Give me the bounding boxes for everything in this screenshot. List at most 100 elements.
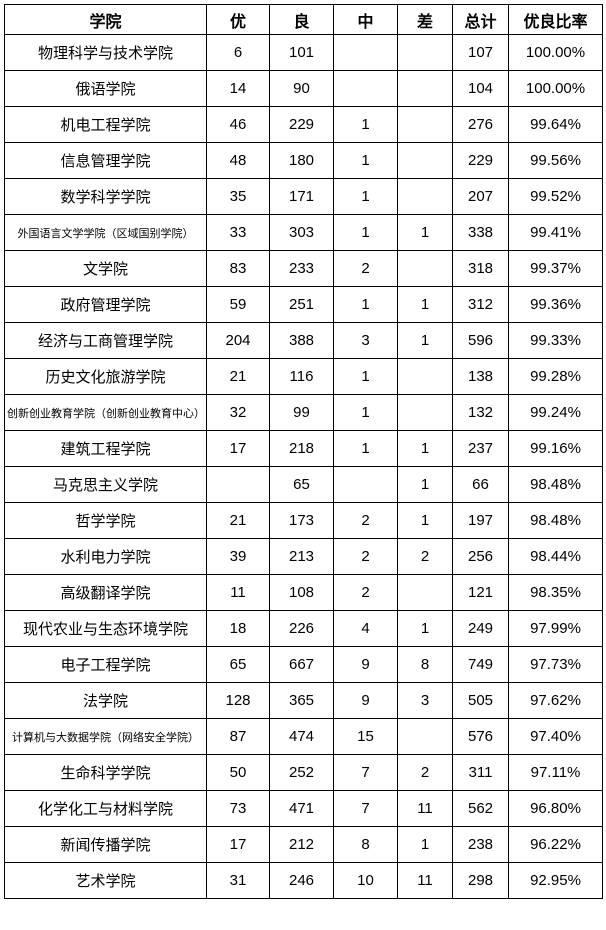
college-name-cell: 马克思主义学院	[4, 466, 207, 503]
good-cell: 388	[269, 322, 334, 359]
medium-cell: 2	[333, 250, 398, 287]
good-cell: 213	[269, 538, 334, 575]
table-row: 建筑工程学院 17 218 1 1 237 99.16%	[4, 430, 603, 467]
college-name-cell: 哲学学院	[4, 502, 207, 539]
good-cell: 251	[269, 286, 334, 323]
good-cell: 218	[269, 430, 334, 467]
poor-cell: 3	[397, 682, 453, 719]
total-cell: 749	[452, 646, 509, 683]
column-header-medium: 中	[333, 4, 398, 35]
medium-cell: 1	[333, 214, 398, 251]
medium-cell: 10	[333, 862, 398, 899]
medium-cell: 2	[333, 502, 398, 539]
medium-cell: 3	[333, 322, 398, 359]
poor-cell: 2	[397, 754, 453, 791]
excellent-cell: 87	[206, 718, 270, 755]
total-cell: 596	[452, 322, 509, 359]
ratio-cell: 99.28%	[508, 358, 603, 395]
college-name-cell: 新闻传播学院	[4, 826, 207, 863]
excellent-cell: 32	[206, 394, 270, 431]
excellent-cell: 17	[206, 430, 270, 467]
medium-cell: 9	[333, 646, 398, 683]
good-cell: 226	[269, 610, 334, 647]
total-cell: 505	[452, 682, 509, 719]
college-name-cell: 现代农业与生态环境学院	[4, 610, 207, 647]
good-cell: 252	[269, 754, 334, 791]
excellent-cell	[206, 466, 270, 503]
total-cell: 138	[452, 358, 509, 395]
table-row: 外国语言文学学院（区域国别学院） 33 303 1 1 338 99.41%	[4, 214, 603, 251]
table-row: 水利电力学院 39 213 2 2 256 98.44%	[4, 538, 603, 575]
excellent-cell: 59	[206, 286, 270, 323]
college-name-cell: 物理科学与技术学院	[4, 34, 207, 71]
ratio-cell: 97.11%	[508, 754, 603, 791]
total-cell: 197	[452, 502, 509, 539]
total-cell: 311	[452, 754, 509, 791]
ratio-cell: 99.37%	[508, 250, 603, 287]
good-cell: 212	[269, 826, 334, 863]
excellent-cell: 21	[206, 358, 270, 395]
total-cell: 312	[452, 286, 509, 323]
poor-cell: 1	[397, 214, 453, 251]
medium-cell: 2	[333, 574, 398, 611]
column-header-poor: 差	[397, 4, 453, 35]
poor-cell	[397, 70, 453, 107]
total-cell: 238	[452, 826, 509, 863]
ratio-cell: 96.80%	[508, 790, 603, 827]
poor-cell: 1	[397, 430, 453, 467]
poor-cell: 1	[397, 502, 453, 539]
poor-cell: 1	[397, 826, 453, 863]
total-cell: 576	[452, 718, 509, 755]
excellent-cell: 65	[206, 646, 270, 683]
excellent-cell: 50	[206, 754, 270, 791]
total-cell: 562	[452, 790, 509, 827]
ratio-cell: 100.00%	[508, 70, 603, 107]
ratio-cell: 99.56%	[508, 142, 603, 179]
total-cell: 276	[452, 106, 509, 143]
poor-cell	[397, 718, 453, 755]
poor-cell	[397, 142, 453, 179]
column-header-ratio: 优良比率	[508, 4, 603, 35]
college-name-cell: 电子工程学院	[4, 646, 207, 683]
excellent-cell: 33	[206, 214, 270, 251]
college-name-cell: 外国语言文学学院（区域国别学院）	[4, 214, 207, 251]
medium-cell: 2	[333, 538, 398, 575]
college-name-cell: 俄语学院	[4, 70, 207, 107]
table-row: 俄语学院 14 90 104 100.00%	[4, 70, 603, 107]
medium-cell: 7	[333, 790, 398, 827]
poor-cell: 11	[397, 862, 453, 899]
total-cell: 207	[452, 178, 509, 215]
poor-cell: 1	[397, 466, 453, 503]
excellent-cell: 128	[206, 682, 270, 719]
total-cell: 132	[452, 394, 509, 431]
excellent-cell: 48	[206, 142, 270, 179]
college-name-cell: 历史文化旅游学院	[4, 358, 207, 395]
excellent-cell: 14	[206, 70, 270, 107]
medium-cell: 1	[333, 394, 398, 431]
good-cell: 667	[269, 646, 334, 683]
column-header-good: 良	[269, 4, 334, 35]
medium-cell	[333, 34, 398, 71]
medium-cell: 8	[333, 826, 398, 863]
ratio-cell: 99.41%	[508, 214, 603, 251]
poor-cell	[397, 358, 453, 395]
college-name-cell: 数学科学学院	[4, 178, 207, 215]
good-cell: 246	[269, 862, 334, 899]
college-name-cell: 水利电力学院	[4, 538, 207, 575]
poor-cell: 11	[397, 790, 453, 827]
table-row: 信息管理学院 48 180 1 229 99.56%	[4, 142, 603, 179]
poor-cell	[397, 394, 453, 431]
college-grade-table: 学院 优 良 中 差 总计 优良比率 物理科学与技术学院 6 101 107 100.0…	[4, 4, 603, 899]
table-row: 现代农业与生态环境学院 18 226 4 1 249 97.99%	[4, 610, 603, 647]
ratio-cell: 97.62%	[508, 682, 603, 719]
college-name-cell: 建筑工程学院	[4, 430, 207, 467]
college-name-cell: 高级翻译学院	[4, 574, 207, 611]
poor-cell: 1	[397, 610, 453, 647]
medium-cell: 1	[333, 286, 398, 323]
table-row: 生命科学学院 50 252 7 2 311 97.11%	[4, 754, 603, 791]
medium-cell: 1	[333, 178, 398, 215]
poor-cell	[397, 34, 453, 71]
poor-cell: 2	[397, 538, 453, 575]
table-header: 学院 优 良 中 差 总计 优良比率	[4, 4, 603, 35]
poor-cell: 1	[397, 286, 453, 323]
